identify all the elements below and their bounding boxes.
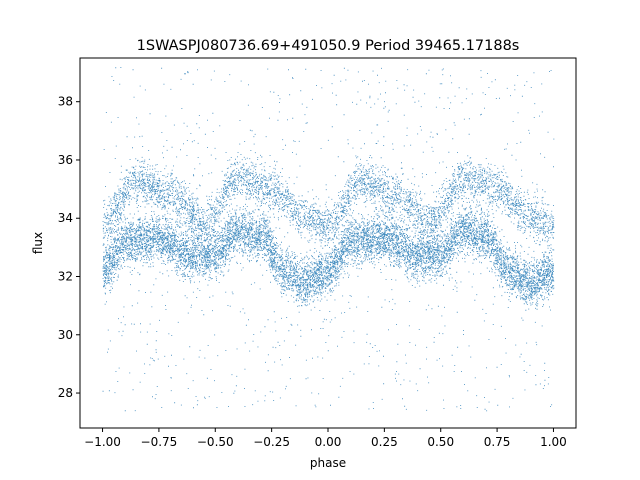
x-tick-label: −0.50 [197, 435, 234, 449]
x-axis: −1.00 −0.75 −0.50 −0.25 0.00 0.25 0.50 0.75 1.00 [84, 428, 567, 449]
scatter-point-cloud [102, 67, 555, 412]
y-tick-label: 28 [58, 386, 73, 400]
y-axis: 28 30 32 34 36 38 [58, 95, 80, 400]
x-tick-label: 0.00 [315, 435, 342, 449]
y-tick-label: 32 [58, 270, 73, 284]
x-tick-label: 0.25 [371, 435, 398, 449]
y-axis-label: flux [31, 232, 45, 254]
y-tick-label: 34 [58, 211, 73, 225]
y-tick-label: 36 [58, 153, 73, 167]
y-tick-label: 30 [58, 328, 73, 342]
x-tick-label: 1.00 [540, 435, 567, 449]
x-axis-label: phase [310, 456, 346, 470]
scatter-points [102, 67, 555, 412]
x-tick-label: −0.25 [253, 435, 290, 449]
x-tick-label: −0.75 [141, 435, 178, 449]
y-tick-label: 38 [58, 95, 73, 109]
x-tick-label: 0.50 [427, 435, 454, 449]
chart-title: 1SWASPJ080736.69+491050.9 Period 39465.1… [137, 38, 520, 54]
x-tick-label: 0.75 [484, 435, 511, 449]
x-tick-label: −1.00 [84, 435, 121, 449]
